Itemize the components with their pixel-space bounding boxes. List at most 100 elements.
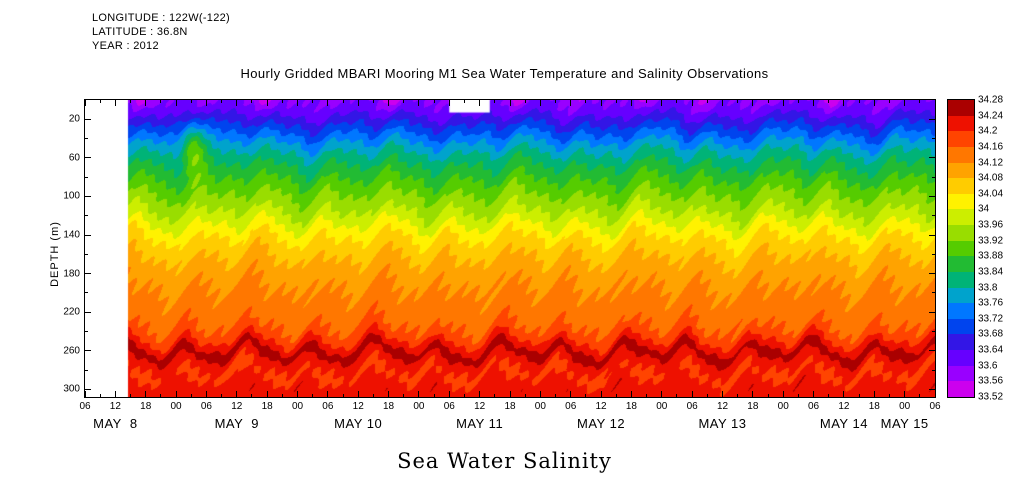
colorbar-tick-label: 34.04 (978, 188, 1004, 200)
y-tick-label: 140 (63, 229, 80, 241)
x-tick-label: 00 (170, 401, 182, 412)
y-tick-label: 60 (68, 152, 80, 164)
colorbar-tick-label: 34 (978, 203, 990, 215)
x-minor-tick-mark (585, 394, 587, 397)
x-tick-label: 12 (716, 401, 729, 412)
colorbar-tick-label: 33.88 (978, 250, 1004, 262)
x-tick-mark (145, 391, 147, 397)
x-tick-label: 00 (777, 401, 789, 412)
x-tick-mark (418, 100, 420, 106)
x-tick-mark (418, 391, 420, 397)
colorbar-cell (948, 334, 974, 350)
x-day-label: MAY 9 (214, 416, 259, 431)
colorbar-tick-label: 33.92 (978, 235, 1004, 247)
x-tick-mark (570, 100, 572, 106)
x-minor-tick-mark (524, 100, 526, 103)
x-minor-tick-mark (312, 100, 314, 103)
x-tick-mark (934, 391, 936, 397)
colorbar-tick-label: 34.28 (978, 94, 1004, 106)
y-minor-tick-mark (932, 253, 935, 255)
y-tick-mark (929, 234, 935, 236)
colorbar-cell (948, 131, 974, 147)
x-tick-mark (509, 100, 511, 106)
y-tick-mark (85, 234, 91, 236)
y-minor-tick-mark (85, 253, 88, 255)
colorbar-tick-label: 34.16 (978, 141, 1004, 153)
x-tick-mark (205, 391, 207, 397)
x-minor-tick-mark (646, 394, 648, 397)
x-minor-tick-mark (281, 394, 283, 397)
header-latitude: LATITUDE : 36.8N (92, 26, 188, 38)
x-tick-mark (448, 391, 450, 397)
x-minor-tick-mark (281, 100, 283, 103)
x-tick-label: 00 (413, 401, 425, 412)
heatmap-canvas (85, 100, 935, 397)
x-tick-mark (873, 391, 875, 397)
y-minor-tick-mark (85, 215, 88, 217)
x-minor-tick-mark (828, 100, 830, 103)
x-tick-label: 12 (231, 401, 243, 412)
x-tick-label: 00 (656, 401, 668, 412)
x-minor-tick-mark (524, 394, 526, 397)
y-minor-tick-mark (932, 215, 935, 217)
x-tick-mark (388, 391, 390, 397)
x-minor-tick-mark (251, 394, 253, 397)
x-tick-label: 06 (686, 401, 698, 412)
colorbar-tick-label: 33.64 (978, 344, 1004, 356)
colorbar-cell (948, 271, 974, 288)
x-minor-tick-mark (767, 394, 769, 397)
y-tick-label: 180 (63, 268, 80, 280)
x-tick-mark (661, 100, 663, 106)
x-minor-tick-mark (190, 394, 192, 397)
x-tick-mark (297, 391, 298, 397)
x-tick-mark (479, 391, 481, 397)
x-tick-label: 18 (747, 401, 759, 412)
x-tick-label: 18 (868, 401, 880, 412)
y-tick-mark (85, 195, 91, 197)
colorbar-cell (948, 256, 974, 272)
x-minor-tick-mark (767, 100, 769, 103)
colorbar-cell (948, 193, 974, 210)
x-tick-label: 12 (109, 401, 121, 412)
colorbar-cell (948, 365, 974, 382)
colorbar-cell (948, 303, 974, 319)
x-tick-label: 12 (352, 401, 364, 412)
x-tick-label: 12 (595, 401, 607, 412)
x-minor-tick-mark (99, 394, 101, 397)
colorbar-tick-label: 33.72 (978, 313, 1004, 325)
x-tick-mark (600, 100, 602, 106)
colorbar-cell (948, 115, 974, 132)
x-minor-tick-mark (372, 100, 374, 103)
x-minor-tick-mark (342, 100, 344, 103)
y-tick-label: 100 (63, 190, 80, 202)
x-tick-mark (691, 391, 693, 397)
x-tick-mark (539, 391, 541, 397)
plot-area (84, 99, 936, 398)
x-minor-tick-mark (130, 394, 132, 397)
x-tick-label: 00 (291, 401, 304, 412)
x-tick-mark (843, 391, 845, 397)
x-tick-label: 18 (383, 401, 395, 412)
y-minor-tick-mark (932, 330, 935, 332)
x-tick-mark (691, 100, 693, 106)
x-minor-tick-mark (130, 100, 132, 103)
x-day-label: MAY 14 (819, 416, 868, 431)
x-minor-tick-mark (494, 394, 496, 397)
x-tick-mark (722, 391, 723, 397)
x-minor-tick-mark (555, 394, 557, 397)
x-tick-mark (813, 100, 815, 106)
x-tick-mark (84, 391, 86, 397)
y-minor-tick-mark (932, 176, 935, 178)
colorbar-cell (948, 240, 974, 257)
x-tick-mark (266, 100, 268, 106)
x-tick-mark (661, 391, 663, 397)
x-minor-tick-mark (797, 100, 799, 103)
x-tick-mark (752, 391, 754, 397)
x-day-label: MAY 12 (577, 416, 626, 431)
x-minor-tick-mark (312, 394, 314, 397)
colorbar-tick-label: 33.6 (978, 360, 998, 372)
y-minor-tick-mark (85, 176, 88, 178)
colorbar-cell (948, 146, 974, 163)
x-minor-tick-mark (342, 394, 344, 397)
x-minor-tick-mark (463, 100, 465, 103)
